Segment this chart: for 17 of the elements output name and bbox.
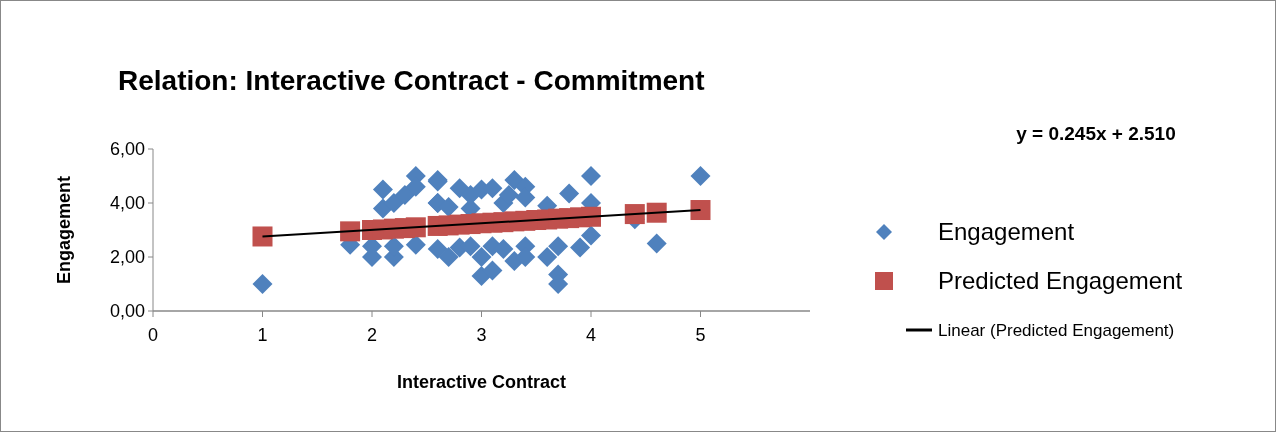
x-tick-label: 5 (695, 325, 706, 345)
y-tick-label: 6,00 (109, 139, 145, 160)
legend-label: Engagement (938, 218, 1075, 246)
y-tick-label: 0,00 (109, 301, 145, 322)
x-tick-label: 1 (257, 325, 268, 345)
x-axis-title: Interactive Contract (396, 372, 567, 392)
x-tick-label: 3 (476, 325, 487, 345)
y-tick-label: 4,00 (109, 193, 145, 214)
legend-label: Linear (Predicted Engagement) (938, 320, 1175, 340)
text: y = 0.245x + 2.510 (1016, 123, 1176, 144)
x-tick-label: 4 (585, 325, 597, 345)
legend-label: Predicted Engagement (938, 267, 1183, 295)
chart-title: Relation: Interactive Contract - Commitment (118, 65, 705, 96)
y-axis-title: Engagement (54, 175, 74, 285)
x-tick-label: 2 (366, 325, 378, 345)
y-tick-label: 2,00 (109, 247, 145, 268)
x-tick-label: 0 (147, 325, 159, 345)
